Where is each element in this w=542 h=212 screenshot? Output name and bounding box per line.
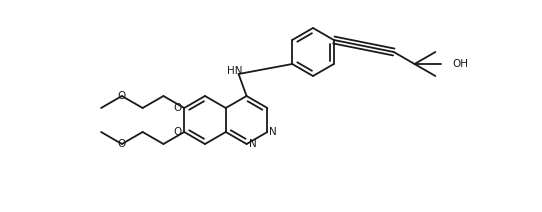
- Text: O: O: [173, 127, 181, 137]
- Text: O: O: [118, 91, 126, 101]
- Text: N: N: [269, 127, 277, 137]
- Text: OH: OH: [453, 59, 469, 69]
- Text: N: N: [249, 139, 256, 149]
- Text: O: O: [173, 103, 181, 113]
- Text: HN: HN: [227, 66, 242, 76]
- Text: O: O: [118, 139, 126, 149]
